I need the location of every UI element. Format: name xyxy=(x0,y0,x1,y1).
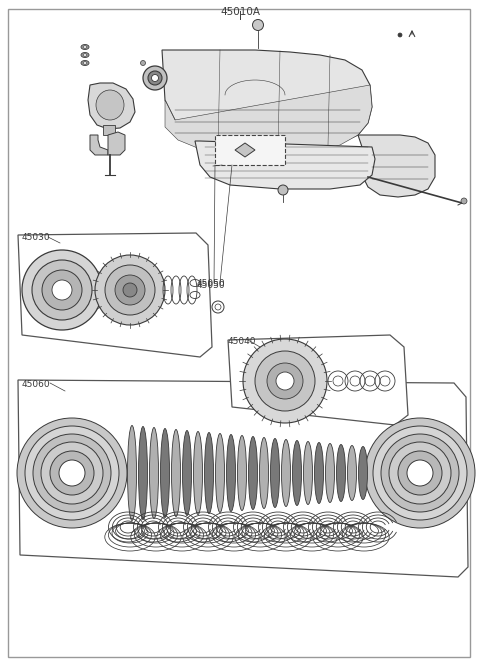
Ellipse shape xyxy=(83,54,87,57)
Bar xyxy=(103,125,115,135)
Ellipse shape xyxy=(182,430,192,515)
Ellipse shape xyxy=(216,434,225,513)
Ellipse shape xyxy=(139,426,147,519)
Circle shape xyxy=(381,434,459,512)
Text: 45050: 45050 xyxy=(197,281,226,289)
Text: 45060: 45060 xyxy=(22,380,50,389)
Polygon shape xyxy=(18,380,468,577)
Circle shape xyxy=(41,442,103,504)
Ellipse shape xyxy=(96,90,124,120)
Ellipse shape xyxy=(148,71,162,85)
Ellipse shape xyxy=(81,53,89,57)
Circle shape xyxy=(25,426,119,520)
Circle shape xyxy=(243,339,327,423)
Circle shape xyxy=(373,426,467,520)
Circle shape xyxy=(115,275,145,305)
Ellipse shape xyxy=(81,61,89,65)
Circle shape xyxy=(123,283,137,297)
Ellipse shape xyxy=(149,428,158,519)
Ellipse shape xyxy=(160,428,169,517)
Polygon shape xyxy=(228,335,408,425)
Ellipse shape xyxy=(152,74,158,82)
Polygon shape xyxy=(235,143,255,157)
Circle shape xyxy=(389,442,451,504)
Ellipse shape xyxy=(303,442,312,505)
Ellipse shape xyxy=(260,438,268,509)
Ellipse shape xyxy=(281,440,290,507)
Ellipse shape xyxy=(227,434,236,511)
Circle shape xyxy=(398,451,442,495)
Polygon shape xyxy=(90,135,108,155)
Circle shape xyxy=(278,185,288,195)
Ellipse shape xyxy=(143,66,167,90)
Ellipse shape xyxy=(171,430,180,517)
Polygon shape xyxy=(162,50,372,150)
Ellipse shape xyxy=(348,446,357,501)
Ellipse shape xyxy=(83,46,87,49)
Circle shape xyxy=(365,418,475,528)
Ellipse shape xyxy=(193,432,203,515)
Circle shape xyxy=(105,265,155,315)
Circle shape xyxy=(141,61,145,65)
Circle shape xyxy=(252,19,264,31)
Circle shape xyxy=(95,255,165,325)
Circle shape xyxy=(276,372,294,390)
Circle shape xyxy=(461,198,467,204)
Circle shape xyxy=(33,434,111,512)
Polygon shape xyxy=(195,141,375,189)
Text: 45050: 45050 xyxy=(197,279,226,287)
Ellipse shape xyxy=(249,436,257,509)
Ellipse shape xyxy=(83,62,87,65)
Circle shape xyxy=(267,363,303,399)
Ellipse shape xyxy=(325,444,335,503)
Ellipse shape xyxy=(128,426,136,521)
Text: 45040: 45040 xyxy=(228,337,256,346)
Text: 45030: 45030 xyxy=(22,233,50,242)
Circle shape xyxy=(17,418,127,528)
Circle shape xyxy=(52,280,72,300)
Circle shape xyxy=(42,270,82,310)
Circle shape xyxy=(407,460,433,486)
Polygon shape xyxy=(165,85,372,156)
Circle shape xyxy=(32,260,92,320)
Polygon shape xyxy=(88,83,135,129)
Ellipse shape xyxy=(292,440,301,505)
Polygon shape xyxy=(108,132,125,155)
Ellipse shape xyxy=(336,444,346,501)
Ellipse shape xyxy=(81,45,89,49)
Circle shape xyxy=(59,460,85,486)
Ellipse shape xyxy=(204,432,214,513)
Bar xyxy=(215,135,285,165)
Ellipse shape xyxy=(314,442,324,503)
Polygon shape xyxy=(18,233,212,357)
Circle shape xyxy=(255,351,315,411)
Circle shape xyxy=(398,33,402,37)
Ellipse shape xyxy=(359,446,368,499)
Ellipse shape xyxy=(271,438,279,507)
Text: 45010A: 45010A xyxy=(220,7,260,17)
Circle shape xyxy=(50,451,94,495)
Circle shape xyxy=(22,250,102,330)
Polygon shape xyxy=(358,135,435,197)
Ellipse shape xyxy=(238,436,247,511)
